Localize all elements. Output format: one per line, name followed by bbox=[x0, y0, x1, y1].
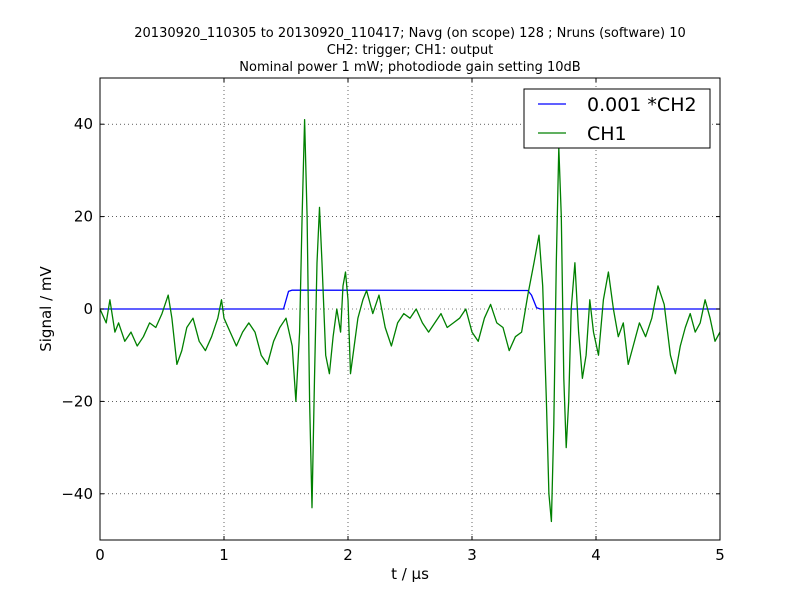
x-tick-label: 4 bbox=[591, 546, 601, 564]
x-axis-label: t / μs bbox=[391, 565, 429, 583]
legend-label-ch2: 0.001 *CH2 bbox=[587, 94, 697, 116]
x-tick-label: 0 bbox=[95, 546, 105, 564]
y-tick-label: 40 bbox=[74, 115, 93, 133]
axis-ticks: 0 1 2 3 4 5 −40 −20 0 20 40 bbox=[61, 78, 725, 564]
y-tick-label: 0 bbox=[83, 300, 93, 318]
legend: 0.001 *CH2 CH1 bbox=[523, 88, 711, 149]
y-tick-label: −20 bbox=[61, 392, 93, 410]
chart-title: 20130920_110305 to 20130920_110417; Navg… bbox=[134, 26, 685, 75]
x-tick-label: 2 bbox=[343, 546, 353, 564]
y-tick-label: −40 bbox=[61, 485, 93, 503]
series-line-ch2 bbox=[100, 289, 720, 310]
title-line-2: CH2: trigger; CH1: output bbox=[327, 43, 494, 58]
y-axis-label: Signal / mV bbox=[37, 265, 55, 351]
x-tick-label: 1 bbox=[219, 546, 229, 564]
legend-label-ch1: CH1 bbox=[587, 123, 627, 145]
title-line-3: Nominal power 1 mW; photodiode gain sett… bbox=[239, 60, 580, 75]
x-tick-label: 3 bbox=[467, 546, 477, 564]
x-tick-label: 5 bbox=[715, 546, 725, 564]
series-line-ch1 bbox=[100, 118, 720, 523]
series-layer bbox=[100, 118, 720, 523]
y-tick-label: 20 bbox=[74, 208, 93, 226]
legend-box bbox=[523, 88, 711, 149]
title-line-1: 20130920_110305 to 20130920_110417; Navg… bbox=[134, 26, 685, 41]
